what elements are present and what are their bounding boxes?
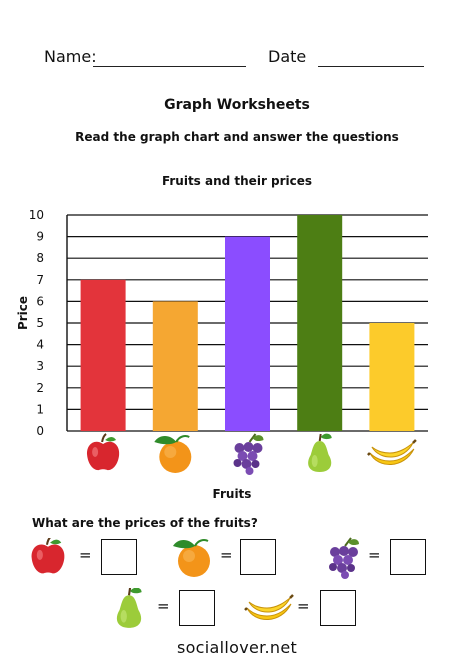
apple-icon (30, 538, 66, 575)
equals-sign: = (220, 546, 233, 564)
pear-icon (115, 588, 143, 629)
grapes-icon (328, 537, 360, 580)
y-tick-label: 8 (36, 251, 44, 265)
footer-site: sociallover.net (176, 638, 298, 657)
y-tick-label: 7 (36, 273, 44, 287)
chart-bars (80, 215, 415, 431)
orange-icon (153, 434, 193, 474)
date-field[interactable] (318, 66, 424, 67)
equals-sign: = (157, 597, 170, 615)
y-tick-label: 5 (36, 316, 44, 330)
y-tick-label: 9 (36, 230, 44, 244)
name-field[interactable] (93, 66, 246, 67)
y-tick-label: 1 (36, 402, 44, 416)
page-title: Graph Worksheets (164, 97, 310, 113)
bar-pear (297, 215, 343, 431)
bar-banana (369, 323, 415, 431)
y-tick-label: 2 (36, 381, 44, 395)
answer-box-orange[interactable] (240, 539, 276, 575)
equals-sign: = (297, 597, 310, 615)
question-text: What are the prices of the fruits? (32, 516, 258, 530)
chart-x-icons (86, 432, 418, 476)
equals-sign: = (79, 546, 92, 564)
y-tick-label: 3 (36, 359, 44, 373)
x-axis-label: Fruits (213, 487, 252, 501)
pear-icon (307, 432, 333, 473)
chart-title: Fruits and their prices (161, 174, 313, 188)
bar-apple (80, 279, 126, 431)
banana-icon (243, 593, 295, 621)
y-tick-label: 4 (36, 338, 44, 352)
apple-icon (86, 433, 121, 472)
bar-grapes (225, 236, 270, 431)
name-label: Name: (44, 47, 97, 66)
y-tick-label: 6 (36, 294, 44, 308)
y-tick-label: 0 (36, 424, 44, 438)
equals-sign: = (368, 546, 381, 564)
answer-box-pear[interactable] (179, 590, 215, 626)
y-axis-label: Price (16, 296, 30, 330)
chart-y-ticks: 0 1 2 3 4 5 6 7 8 9 10 (29, 208, 44, 438)
answer-box-grapes[interactable] (390, 539, 426, 575)
y-tick-label: 10 (29, 208, 44, 222)
bar-orange (152, 301, 198, 431)
banana-icon (366, 438, 418, 466)
page-subtitle: Read the graph chart and answer the ques… (75, 130, 399, 144)
answer-box-apple[interactable] (101, 539, 137, 575)
grapes-icon (232, 433, 265, 476)
answer-box-banana[interactable] (320, 590, 356, 626)
bar-chart: 0 1 2 3 4 5 6 7 8 9 10 Price Fruits (16, 208, 428, 501)
orange-icon (172, 538, 211, 578)
date-label: Date (268, 47, 307, 66)
